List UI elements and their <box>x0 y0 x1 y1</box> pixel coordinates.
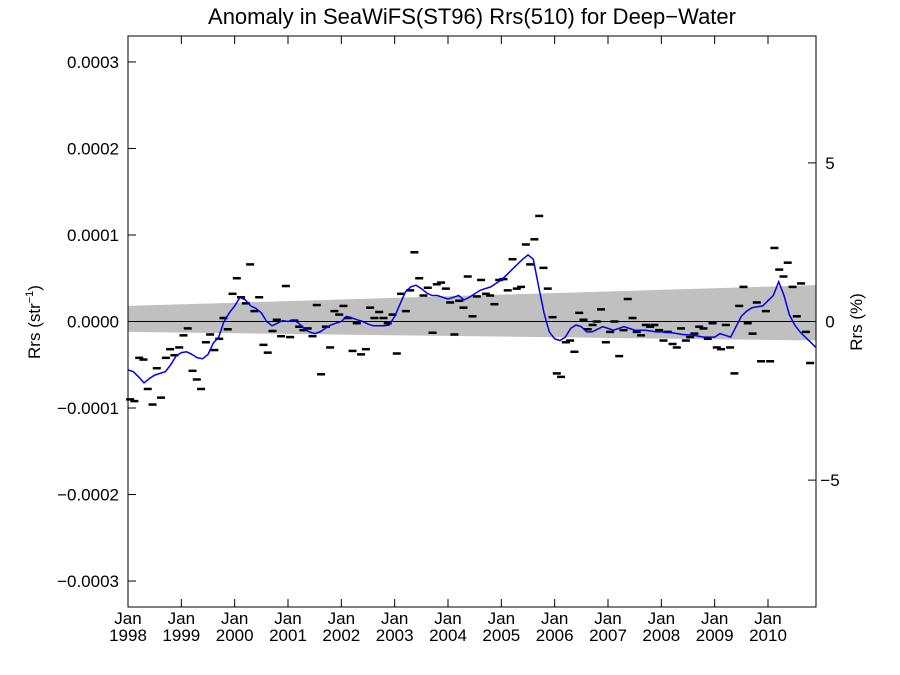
x-tick-label-year: 2002 <box>322 626 360 645</box>
x-tick-label-year: 2010 <box>749 626 787 645</box>
x-tick-label-month: Jan <box>648 609 675 628</box>
y-tick-label: 0.0002 <box>67 139 119 158</box>
y-tick-label: −0.0002 <box>57 486 119 505</box>
points-layer <box>126 214 815 406</box>
x-tick-label-month: Jan <box>381 609 408 628</box>
y-tick-label: 0.0003 <box>67 53 119 72</box>
x-tick-label-year: 1998 <box>109 626 147 645</box>
x-tick-label-month: Jan <box>541 609 568 628</box>
x-tick-label-month: Jan <box>114 609 141 628</box>
y2-axis-label: Rrs (%) <box>847 293 866 351</box>
y2-tick-label: 5 <box>825 154 834 173</box>
right-axis: 5 0 −5 <box>808 154 840 490</box>
x-tick-label-year: 2004 <box>429 626 467 645</box>
y2-tick-label: 0 <box>825 313 834 332</box>
x-tick-label-year: 2009 <box>696 626 734 645</box>
y-axis-label-main: Rrs (str <box>25 303 44 359</box>
x-tick-label-year: 2001 <box>269 626 307 645</box>
x-tick-label-year: 2005 <box>482 626 520 645</box>
x-tick-label-month: Jan <box>754 609 781 628</box>
chart-title-group: Anomaly in SeaWiFS(ST96) Rrs(510) for De… <box>208 4 736 29</box>
y-tick-label: −0.0003 <box>57 572 119 591</box>
y-tick-label: 0.0000 <box>67 313 119 332</box>
x-tick-label-year: 1999 <box>162 626 200 645</box>
y-axis-label-end: ) <box>25 285 44 291</box>
y-axis-label-superscript: −1 <box>24 291 36 304</box>
x-tick-label-month: Jan <box>701 609 728 628</box>
x-tick-label-month: Jan <box>274 609 301 628</box>
y-tick-label: 0.0001 <box>67 226 119 245</box>
x-tick-label-year: 2007 <box>589 626 627 645</box>
x-tick-label-month: Jan <box>168 609 195 628</box>
chart-title: Anomaly in SeaWiFS(ST96) Rrs(510) for De… <box>208 4 736 29</box>
left-axis: 0.0003 0.0002 0.0001 0.0000 −0.0001 −0.0002 −0… <box>57 53 136 591</box>
y2-tick-label: −5 <box>820 471 839 490</box>
x-tick-label-year: 2000 <box>216 626 254 645</box>
y-axis-label: Rrs (str−1) <box>24 285 44 359</box>
y-tick-label: −0.0001 <box>57 399 119 418</box>
x-tick-label-month: Jan <box>434 609 461 628</box>
bottom-axis: Jan1998Jan1999Jan2000Jan2001Jan2002Jan20… <box>109 36 787 645</box>
x-tick-label-year: 2006 <box>536 626 574 645</box>
x-tick-label-month: Jan <box>221 609 248 628</box>
x-tick-label-year: 2008 <box>642 626 680 645</box>
x-tick-label-month: Jan <box>594 609 621 628</box>
smooth-line-layer <box>127 253 817 384</box>
x-tick-label-month: Jan <box>328 609 355 628</box>
x-tick-label-month: Jan <box>488 609 515 628</box>
x-tick-label-year: 2003 <box>376 626 414 645</box>
smooth-line <box>127 253 817 384</box>
